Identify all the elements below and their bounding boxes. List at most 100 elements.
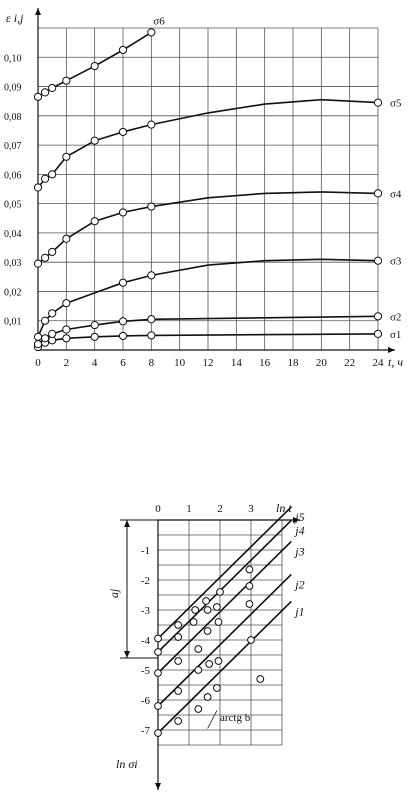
- data-point: [118, 278, 128, 287]
- fit-line-j3: [157, 540, 292, 674]
- data-point: [33, 259, 43, 268]
- x-tick-label: 12: [203, 357, 214, 369]
- data-point: [48, 329, 57, 338]
- y-axis-label: ln σi: [116, 757, 138, 771]
- data-point: [40, 174, 50, 183]
- x-axis-arrow: [388, 347, 395, 353]
- data-point: [62, 325, 71, 334]
- x-tick-label: 0: [155, 503, 161, 515]
- x-tick-label: 3: [248, 503, 254, 515]
- y-tick-label: 0,10: [4, 53, 22, 64]
- y-tick-label: 0,02: [4, 287, 22, 298]
- data-point: [90, 61, 99, 71]
- y-axis-arrow: [35, 8, 41, 15]
- data-point: [203, 627, 212, 635]
- data-point: [118, 208, 128, 217]
- data-point: [154, 702, 162, 710]
- data-point: [147, 315, 156, 324]
- data-point: [147, 331, 156, 340]
- y-tick-label: -7: [141, 725, 151, 737]
- y-tick-label: 0,05: [4, 200, 22, 211]
- data-point: [256, 675, 265, 683]
- strain-time-chart: 0 2 4 6 8 10 12 14 16 18 20 22 240,010,020,030,040,0…: [4, 8, 403, 369]
- x-tick-label: 24: [373, 357, 385, 369]
- data-point: [373, 98, 383, 107]
- data-point: [373, 189, 383, 198]
- data-point: [62, 234, 71, 243]
- data-point: [174, 717, 183, 725]
- data-point: [154, 669, 162, 677]
- data-point: [147, 28, 156, 37]
- data-point: [214, 618, 223, 626]
- x-tick-label: 10: [174, 357, 186, 369]
- data-point: [147, 271, 156, 280]
- data-point: [48, 309, 57, 318]
- y-tick-label: -5: [141, 665, 151, 677]
- data-point: [147, 120, 156, 129]
- data-point: [247, 636, 255, 644]
- x-tick-label: 20: [316, 357, 328, 369]
- x-tick-label: 18: [288, 357, 300, 369]
- data-point: [118, 331, 128, 341]
- x-axis-label: t, ч: [388, 355, 403, 369]
- data-point: [118, 127, 128, 137]
- bracket-arrow-top: [124, 520, 130, 527]
- fit-line-j4: [157, 519, 292, 653]
- data-point: [213, 684, 221, 692]
- y-axis-label: ε i,j: [6, 11, 24, 25]
- y-tick-label: -2: [141, 575, 150, 587]
- x-tick-label: 22: [344, 357, 355, 369]
- series-label: σ1: [390, 329, 401, 341]
- x-tick-label: 8: [149, 357, 155, 369]
- data-point: [33, 92, 43, 101]
- data-point: [62, 299, 71, 308]
- line-label: j5: [293, 510, 304, 524]
- y-tick-label: 0,03: [4, 258, 22, 269]
- y-tick-label: 0,01: [4, 317, 22, 328]
- data-point: [33, 183, 43, 192]
- y-tick-label: -4: [141, 635, 151, 647]
- data-point: [373, 312, 383, 321]
- y-tick-label: 0,09: [4, 83, 22, 94]
- data-point: [245, 565, 254, 574]
- data-point: [194, 666, 203, 674]
- data-point: [90, 332, 99, 341]
- x-tick-label: 1: [186, 503, 192, 515]
- data-point: [118, 317, 128, 326]
- fit-line-j2: [157, 573, 292, 707]
- y-tick-label: -1: [141, 545, 150, 557]
- data-point: [154, 634, 162, 643]
- data-point: [245, 582, 254, 590]
- x-tick-label: 0: [35, 357, 41, 369]
- data-point: [205, 660, 214, 668]
- line-label: j1: [293, 604, 304, 618]
- data-point: [62, 334, 71, 343]
- data-point: [48, 170, 57, 179]
- data-point: [154, 729, 162, 737]
- data-point: [62, 152, 71, 161]
- series-label: σ2: [390, 311, 401, 323]
- fit-line-j1: [157, 600, 292, 734]
- bracket-arrow-bottom: [124, 651, 130, 658]
- data-point: [90, 217, 99, 226]
- data-point: [48, 83, 57, 93]
- series-label: σ6: [153, 15, 165, 27]
- y-tick-label: 0,04: [4, 229, 22, 240]
- data-point: [194, 705, 203, 713]
- data-point: [216, 588, 224, 596]
- data-point: [189, 618, 198, 626]
- y-tick-label: -3: [141, 605, 151, 617]
- data-point: [373, 329, 383, 338]
- data-point: [40, 316, 50, 325]
- x-axis-label: ln t: [276, 501, 292, 515]
- data-point: [202, 597, 210, 605]
- series-label: σ5: [390, 98, 402, 110]
- bracket-label: aj: [107, 588, 121, 598]
- line-label: j4: [293, 523, 304, 537]
- series-label: σ3: [390, 256, 402, 268]
- data-point: [213, 603, 221, 611]
- data-point: [147, 202, 156, 211]
- data-point: [203, 693, 212, 701]
- data-point: [194, 645, 203, 653]
